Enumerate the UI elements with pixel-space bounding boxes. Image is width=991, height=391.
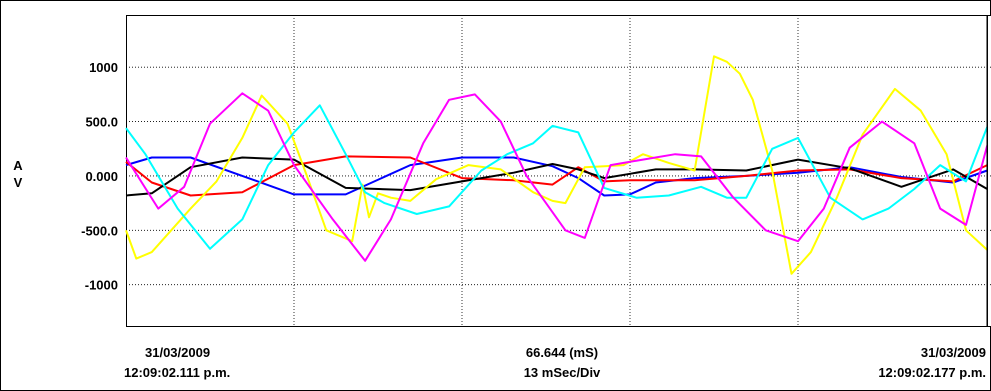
y-tick-label: 1000 bbox=[89, 60, 118, 75]
series-line bbox=[125, 55, 988, 275]
y-tick-label: 0.000 bbox=[85, 169, 118, 184]
start-time: 12:09:02.111 p.m. bbox=[124, 365, 230, 380]
time-per-division: 13 mSec/Div bbox=[524, 365, 601, 380]
series-line bbox=[125, 104, 989, 250]
grid bbox=[126, 15, 991, 326]
y-tick-label: -1000 bbox=[85, 278, 118, 293]
y-axis-unit-v: V bbox=[14, 175, 23, 190]
series-group bbox=[125, 55, 989, 275]
span-label: 66.644 (mS) bbox=[526, 345, 598, 360]
series-line bbox=[125, 92, 989, 262]
end-date: 31/03/2009 bbox=[921, 345, 986, 360]
y-tick-labels: 1000 500.0 0.000 -500.0 -1000 bbox=[81, 60, 118, 292]
y-axis-unit-a: A bbox=[13, 158, 23, 173]
y-tick-label: 500.0 bbox=[85, 115, 118, 130]
end-time: 12:09:02.177 p.m. bbox=[878, 365, 986, 380]
series-line bbox=[125, 156, 988, 197]
start-date: 31/03/2009 bbox=[145, 345, 210, 360]
y-tick-label: -500.0 bbox=[81, 223, 118, 238]
